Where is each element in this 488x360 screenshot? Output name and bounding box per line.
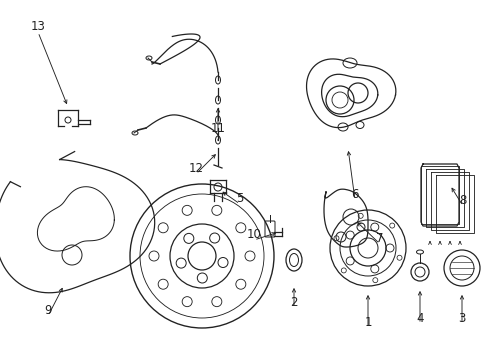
Text: 7: 7 (375, 231, 383, 244)
Text: 9: 9 (44, 303, 52, 316)
Text: 3: 3 (457, 311, 465, 324)
Text: 1: 1 (364, 315, 371, 328)
Text: 12: 12 (188, 162, 203, 175)
Text: 10: 10 (246, 228, 261, 240)
Text: 13: 13 (30, 19, 45, 32)
Text: 8: 8 (458, 194, 466, 207)
Text: 6: 6 (350, 188, 358, 201)
Text: 11: 11 (210, 122, 225, 135)
Text: 4: 4 (415, 311, 423, 324)
Text: 2: 2 (290, 296, 297, 309)
Text: 5: 5 (236, 192, 243, 204)
